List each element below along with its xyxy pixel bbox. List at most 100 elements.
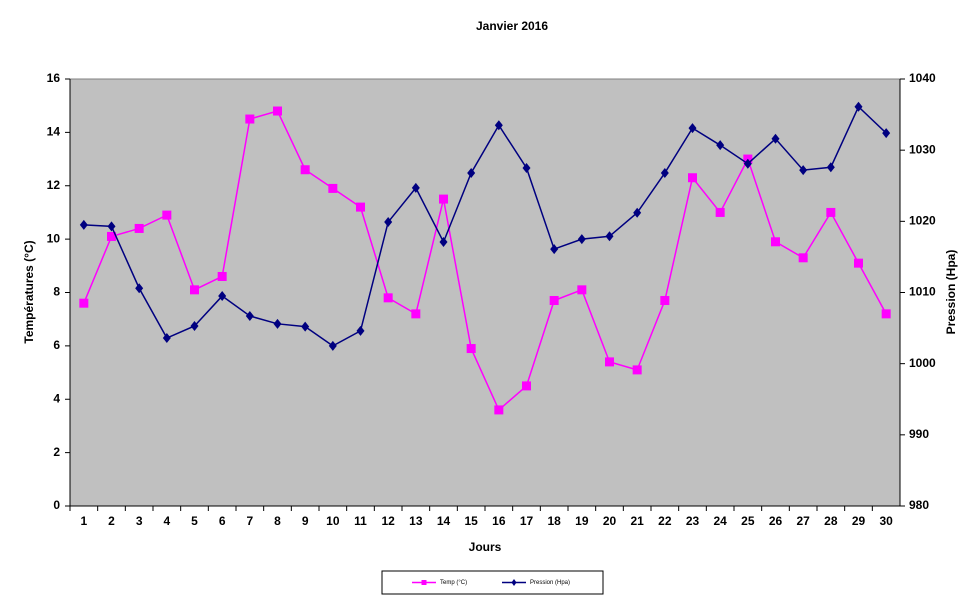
data-point <box>245 310 254 321</box>
data-point <box>605 231 614 242</box>
data-point <box>798 253 808 263</box>
y2-tick-label: 1010 <box>909 285 936 299</box>
data-point <box>854 101 863 112</box>
x-tick-label: 14 <box>437 514 451 528</box>
legend-marker <box>421 580 427 585</box>
data-point <box>549 296 559 306</box>
x-tick-label: 20 <box>603 514 617 528</box>
x-tick-label: 15 <box>464 514 478 528</box>
x-tick-label: 19 <box>575 514 589 528</box>
x-tick-label: 5 <box>191 514 198 528</box>
x-tick-label: 28 <box>824 514 838 528</box>
series-line <box>83 110 887 412</box>
data-point <box>467 167 476 178</box>
y-axis-label: Températures (°C) <box>22 240 36 343</box>
x-tick-label: 16 <box>492 514 506 528</box>
data-point <box>716 140 725 151</box>
x-tick-label: 23 <box>686 514 700 528</box>
data-point <box>688 123 697 134</box>
data-point <box>466 344 476 354</box>
data-point <box>245 114 255 124</box>
y-tick-label: 10 <box>47 231 61 245</box>
data-point <box>799 165 808 176</box>
data-point <box>439 194 448 204</box>
data-point <box>854 258 863 268</box>
y2-tick-label: 1030 <box>909 142 936 156</box>
y-tick-label: 6 <box>53 338 60 352</box>
data-point <box>771 133 780 144</box>
x-tick-label: 30 <box>879 514 893 528</box>
legend-label: Temp (°C) <box>440 580 467 586</box>
y-tick-label: 8 <box>53 285 60 299</box>
legend-marker <box>511 579 517 586</box>
data-point <box>439 236 448 247</box>
y-tick-label: 14 <box>47 125 61 139</box>
chart-title: Janvier 2016 <box>476 19 548 33</box>
data-point <box>550 244 559 255</box>
data-point <box>384 217 393 228</box>
x-axis-label: Jours <box>469 540 502 554</box>
x-tick-label: 8 <box>274 514 281 528</box>
x-tick-label: 17 <box>520 514 534 528</box>
x-tick-label: 11 <box>354 514 367 528</box>
x-tick-label: 24 <box>713 514 727 528</box>
data-point <box>632 365 642 375</box>
y2-tick-label: 1000 <box>909 356 936 370</box>
legend-box <box>381 570 604 595</box>
data-point <box>218 291 227 302</box>
x-tick-label: 18 <box>547 514 561 528</box>
data-point <box>826 162 835 173</box>
x-tick-label: 25 <box>741 514 755 528</box>
data-point <box>162 333 171 344</box>
data-point <box>300 165 310 175</box>
y2-tick-label: 1020 <box>909 214 936 228</box>
data-point <box>411 182 420 193</box>
x-tick-label: 12 <box>381 514 395 528</box>
data-point <box>743 158 752 169</box>
x-tick-label: 22 <box>658 514 672 528</box>
data-point <box>328 183 338 193</box>
x-tick-label: 7 <box>246 514 253 528</box>
y-tick-label: 0 <box>53 498 60 512</box>
y2-tick-label: 1040 <box>909 71 936 85</box>
y-tick-label: 12 <box>47 178 61 192</box>
data-point <box>79 298 89 308</box>
data-point <box>882 128 891 139</box>
x-tick-label: 4 <box>163 514 170 528</box>
data-point <box>356 202 365 212</box>
y2-tick-label: 990 <box>909 427 929 441</box>
data-point <box>107 231 116 241</box>
data-point <box>522 381 531 391</box>
data-point <box>328 340 337 351</box>
data-point <box>162 210 172 220</box>
y-tick-label: 16 <box>47 71 61 85</box>
data-point <box>881 309 891 319</box>
data-point <box>715 207 725 217</box>
x-tick-label: 13 <box>409 514 423 528</box>
data-point <box>134 223 144 233</box>
data-point <box>494 120 503 131</box>
data-point <box>633 207 642 218</box>
data-point <box>660 296 670 306</box>
y-tick-label: 4 <box>53 391 60 405</box>
data-point <box>301 321 310 332</box>
data-point <box>522 162 531 173</box>
data-point <box>688 173 697 183</box>
data-point <box>494 405 504 415</box>
legend-label: Pression (Hpa) <box>530 580 570 586</box>
data-point <box>107 221 116 232</box>
data-point <box>577 234 586 245</box>
data-point <box>605 357 614 367</box>
x-tick-label: 3 <box>136 514 143 528</box>
x-tick-label: 9 <box>302 514 309 528</box>
x-tick-label: 29 <box>852 514 866 528</box>
y2-axis-label: Pression (Hpa) <box>944 250 958 335</box>
x-tick-label: 21 <box>630 514 644 528</box>
data-point <box>135 283 144 294</box>
y-tick-label: 2 <box>53 445 60 459</box>
x-tick-label: 27 <box>796 514 810 528</box>
data-point <box>356 325 365 336</box>
x-tick-label: 26 <box>769 514 783 528</box>
x-tick-label: 2 <box>108 514 115 528</box>
x-tick-label: 6 <box>219 514 226 528</box>
